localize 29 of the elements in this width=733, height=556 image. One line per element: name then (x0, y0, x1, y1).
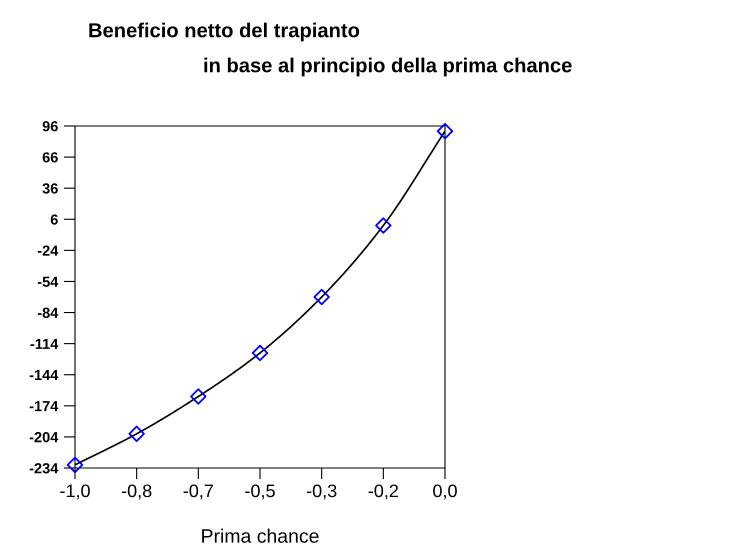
y-tick-label: -114 (30, 338, 58, 349)
point (66, 456, 84, 474)
x-tick-label: 0,0 (433, 484, 457, 500)
y-tick-label: -84 (38, 308, 58, 318)
point (313, 288, 330, 306)
chart-subtitle: in base al principio della prima chance (204, 58, 572, 76)
x-axis-title: Prima chance (202, 528, 319, 543)
x-tick-label: -0,8 (122, 484, 152, 500)
point (252, 344, 268, 362)
point (190, 388, 207, 405)
y-tick-label: 66 (42, 152, 58, 163)
y-tick-label: -204 (30, 432, 58, 442)
y-tick-label: -174 (30, 401, 58, 412)
point (375, 217, 392, 234)
y-tick-label: 96 (42, 121, 58, 132)
y-tick-label: 6 (50, 214, 58, 225)
x-tick-label: -0,3 (306, 484, 336, 500)
x-tick-label: -1,0 (60, 484, 90, 500)
point (436, 122, 454, 140)
chart-title: Beneficio netto del trapianto (89, 22, 360, 42)
point (128, 426, 145, 442)
y-tick-label: -144 (30, 370, 58, 380)
y-tick-label: -234 (30, 463, 58, 474)
x-tick-label: -0,7 (184, 484, 213, 500)
x-tick-label: -0,2 (368, 484, 398, 500)
y-tick-label: -24 (38, 245, 58, 256)
y-tick-label: -54 (38, 276, 58, 287)
x-tick-label: -0,5 (245, 484, 275, 500)
y-tick-label: 36 (42, 183, 58, 194)
